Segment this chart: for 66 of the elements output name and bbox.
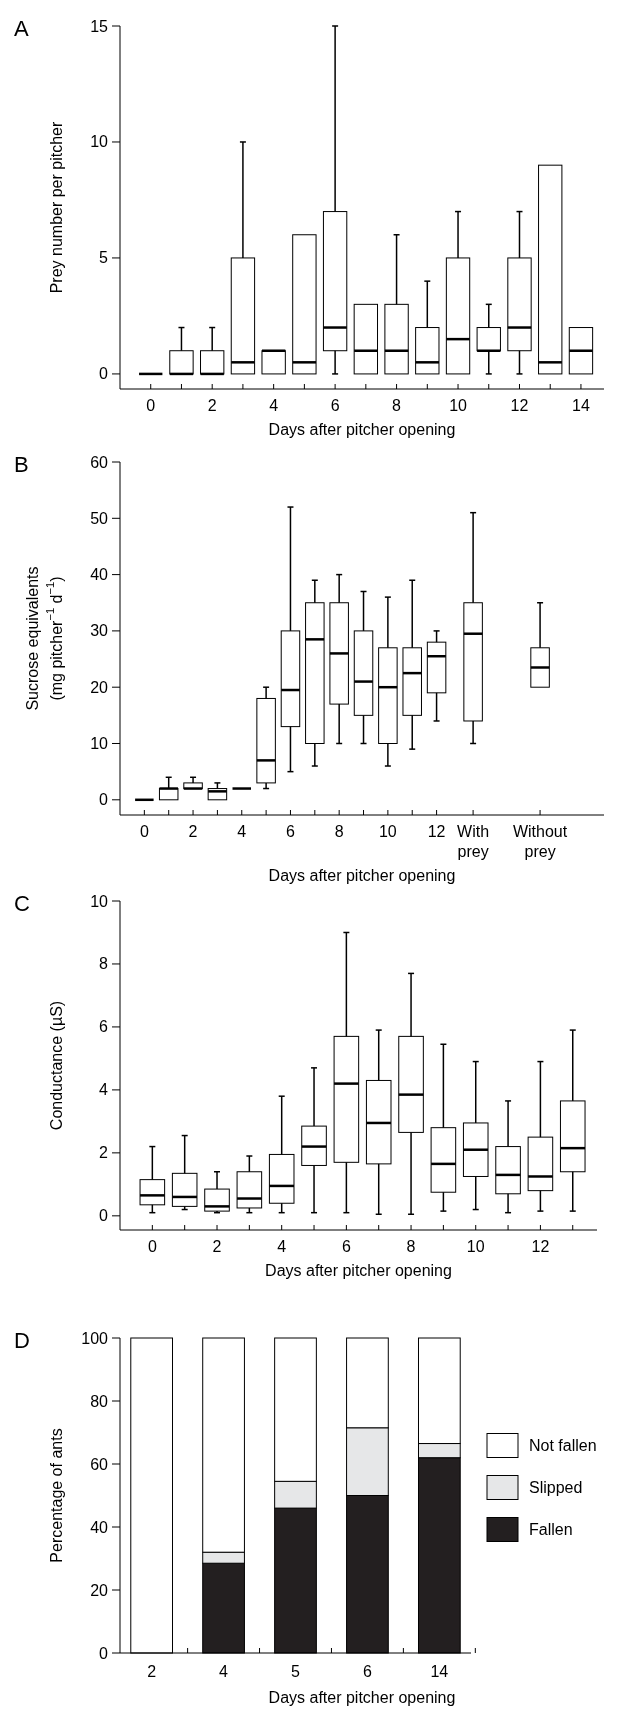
y-tick-label: 4: [99, 1081, 109, 1099]
x-axis-title: Days after pitcher opening: [265, 1262, 452, 1279]
y-tick-label: 15: [90, 17, 109, 35]
y-tick-label: 5: [99, 249, 109, 267]
y-tick-label: 8: [99, 955, 109, 973]
y-tick-label: 20: [90, 1581, 109, 1599]
x-tick-label: 8: [334, 823, 344, 840]
x-axis-title: Days after pitcher opening: [268, 867, 456, 884]
x-tick-label: 2: [207, 397, 217, 414]
x-axis-title: Days after pitcher opening: [268, 1689, 456, 1706]
x-tick-label: 2: [188, 823, 198, 840]
x-tick-label: 5: [291, 1663, 301, 1680]
y-tick-label: 40: [90, 1518, 109, 1536]
x-tick-label: 4: [277, 1238, 287, 1255]
x-tick-label: 6: [286, 823, 296, 840]
x-tick-label: 12: [427, 823, 446, 840]
y-tick-label: 0: [99, 1207, 109, 1225]
x-tick-label: 6: [330, 397, 340, 414]
chart-title: D: [14, 1328, 30, 1353]
x-tick-label: 10: [449, 397, 468, 414]
y-tick-label: 10: [90, 133, 109, 151]
y-tick-label: 0: [99, 365, 109, 383]
y-axis-title: Prey number per pitcher: [47, 121, 65, 294]
x-tick-label: 14: [572, 397, 590, 414]
legend-label: Not fallen: [529, 1437, 597, 1454]
y-tick-label: 20: [90, 678, 109, 696]
chart-title: A: [14, 16, 29, 41]
y-tick-label: 30: [90, 622, 109, 640]
y-tick-label: 0: [99, 791, 109, 809]
y-tick-label: 60: [90, 1455, 109, 1473]
x-tick-label: 8: [392, 397, 402, 414]
x-tick-label: 2: [147, 1663, 157, 1680]
x-tick-label: 0: [147, 1238, 157, 1255]
y-tick-label: 60: [90, 453, 109, 471]
legend-label: Slipped: [529, 1479, 583, 1496]
y-tick-label: 6: [99, 1018, 109, 1036]
x-tick-label: 0: [146, 397, 156, 414]
legend-label: Fallen: [529, 1521, 573, 1538]
x-tick-label: 4: [269, 397, 279, 414]
chart-title: B: [14, 452, 29, 477]
x-tick-label: 12: [510, 397, 529, 414]
y-tick-label: 10: [90, 892, 109, 910]
x-tick-label: 6: [362, 1663, 372, 1680]
x-tick-label: With prey: [457, 823, 490, 860]
x-tick-label: 8: [406, 1238, 416, 1255]
x-tick-label: 4: [219, 1663, 229, 1680]
y-tick-label: 100: [81, 1329, 109, 1347]
y-tick-label: 2: [99, 1144, 109, 1162]
x-tick-label: 0: [139, 823, 149, 840]
y-tick-label: 40: [90, 566, 109, 584]
y-axis-title: Percentage of ants: [47, 1428, 65, 1563]
y-tick-label: 10: [90, 735, 109, 752]
x-tick-label: Without prey: [512, 823, 568, 860]
x-axis-title: Days after pitcher opening: [268, 421, 456, 438]
y-tick-label: 80: [90, 1392, 109, 1410]
x-tick-label: 10: [466, 1238, 485, 1255]
x-tick-label: 6: [341, 1238, 351, 1255]
x-tick-label: 4: [237, 823, 247, 840]
x-tick-label: 2: [212, 1238, 222, 1255]
x-tick-label: 14: [430, 1663, 449, 1680]
chart-title: C: [14, 891, 30, 916]
y-tick-label: 0: [99, 1644, 109, 1662]
x-tick-label: 10: [378, 823, 397, 840]
y-axis-title: Conductance (µS): [47, 1000, 65, 1131]
y-tick-label: 50: [90, 509, 109, 527]
x-tick-label: 12: [531, 1238, 550, 1255]
